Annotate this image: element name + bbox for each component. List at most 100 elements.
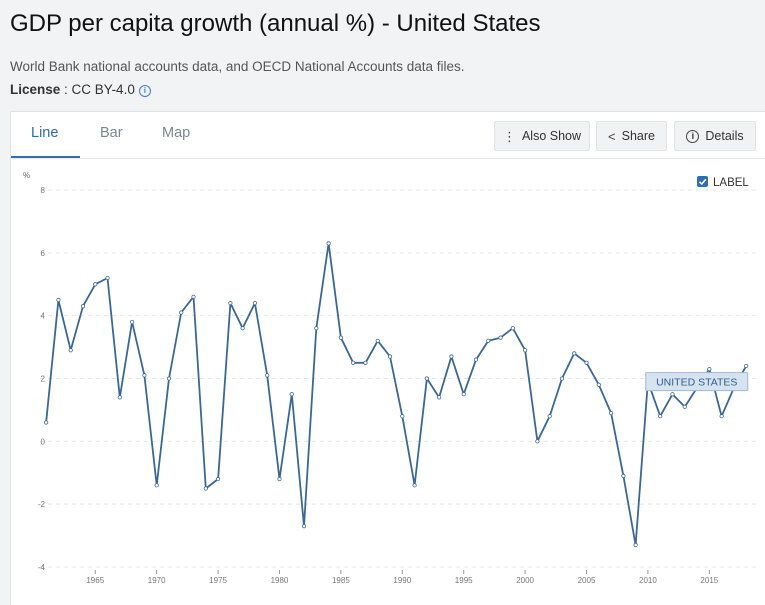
data-point[interactable] (252, 301, 258, 306)
license-label: License (10, 82, 61, 97)
info-icon[interactable]: i (138, 85, 151, 97)
data-point[interactable] (547, 414, 552, 419)
data-point[interactable] (117, 395, 122, 400)
y-tick-label: -2 (38, 500, 46, 509)
license-value: CC BY-4.0 (71, 82, 135, 97)
share-label: Share (621, 129, 655, 143)
data-point[interactable] (707, 366, 712, 372)
tab-bar: Line Bar Map ⋮ Also Show < Share i Detai… (11, 112, 765, 159)
details-button[interactable]: i Details (674, 121, 756, 151)
x-tick-label: 1975 (209, 576, 227, 585)
data-point[interactable] (80, 304, 86, 309)
data-point[interactable] (596, 382, 601, 387)
y-tick-label: 4 (41, 312, 46, 321)
data-point[interactable] (719, 414, 724, 419)
data-point[interactable] (486, 338, 491, 343)
label-toggle-text: LABEL (713, 177, 749, 189)
label-checkbox[interactable] (697, 176, 708, 187)
data-point[interactable] (523, 348, 528, 353)
series-label: UNITED STATES (656, 377, 737, 389)
y-tick-label: 0 (41, 437, 46, 446)
x-tick-label: 2015 (700, 576, 718, 585)
data-point[interactable] (351, 360, 356, 365)
share-icon: < (608, 128, 616, 144)
data-point[interactable] (179, 310, 184, 315)
data-point[interactable] (142, 373, 147, 378)
also-show-label: Also Show (521, 129, 582, 143)
data-point[interactable] (412, 483, 417, 488)
details-label: Details (705, 129, 744, 143)
y-axis-unit-label: % (23, 171, 30, 180)
y-tick-label: -4 (38, 563, 46, 572)
data-point[interactable] (744, 363, 749, 369)
data-point[interactable] (461, 392, 466, 397)
data-point[interactable] (387, 354, 393, 359)
data-point[interactable] (301, 524, 307, 529)
chart-panel: Line Bar Map ⋮ Also Show < Share i Detai… (10, 111, 765, 605)
active-tab-indicator (11, 156, 80, 158)
data-point[interactable] (682, 404, 687, 409)
line-chart: % -4 -2 0 2 4 6 8 1965 1970 1975 1980 1985 1990 1995 20… (23, 171, 756, 585)
data-point[interactable] (154, 483, 159, 488)
data-point[interactable] (130, 319, 135, 325)
data-point[interactable] (572, 351, 577, 356)
data-point[interactable] (473, 357, 479, 362)
more-vertical-icon: ⋮ (502, 128, 516, 144)
data-point[interactable] (93, 282, 98, 287)
x-tick-label: 2000 (516, 576, 534, 585)
series-label-box (645, 372, 749, 392)
data-point[interactable] (105, 275, 110, 281)
data-point[interactable] (240, 326, 245, 331)
data-point[interactable] (166, 376, 172, 381)
license-line: License : CC BY-4.0 i (10, 82, 151, 97)
license-separator: : (60, 82, 72, 97)
data-point[interactable] (633, 542, 638, 548)
data-point[interactable] (314, 326, 319, 331)
share-button[interactable]: < Share (596, 121, 667, 151)
x-tick-label: 1995 (455, 576, 473, 585)
data-point[interactable] (584, 360, 589, 365)
x-tick-label: 1985 (332, 576, 350, 585)
data-point[interactable] (535, 439, 540, 444)
x-tick-label: 2005 (578, 576, 596, 585)
data-point[interactable] (658, 414, 663, 419)
data-point[interactable] (424, 376, 429, 381)
data-point[interactable] (363, 360, 368, 365)
x-tick-label: 1965 (86, 576, 104, 585)
data-point[interactable] (510, 326, 515, 331)
data-point[interactable] (203, 486, 208, 491)
data-point[interactable] (375, 338, 380, 343)
page-title: GDP per capita growth (annual %) - Unite… (10, 10, 541, 37)
y-tick-label: 6 (41, 249, 46, 258)
x-tick-label: 1970 (148, 576, 166, 585)
x-tick-label: 2010 (639, 576, 657, 585)
data-point[interactable] (608, 410, 614, 416)
data-point[interactable] (670, 392, 675, 397)
y-tick-label: 2 (41, 375, 46, 384)
data-point[interactable] (191, 294, 196, 299)
tab-bar-chart[interactable]: Bar (100, 125, 123, 141)
data-point[interactable] (400, 414, 405, 419)
data-point[interactable] (289, 392, 294, 397)
data-point[interactable] (56, 297, 61, 303)
data-point[interactable] (265, 373, 270, 378)
check-icon (698, 178, 707, 186)
tab-line[interactable]: Line (31, 125, 59, 141)
data-point[interactable] (277, 476, 282, 482)
x-tick-label: 1990 (393, 576, 411, 585)
data-point[interactable] (437, 395, 442, 400)
also-show-button[interactable]: ⋮ Also Show (494, 121, 590, 151)
data-point[interactable] (338, 335, 343, 340)
x-tick-label: 1980 (271, 576, 289, 585)
data-point[interactable] (559, 376, 565, 381)
data-point[interactable] (326, 241, 331, 246)
data-point[interactable] (44, 420, 49, 425)
data-point[interactable] (68, 348, 73, 353)
data-point[interactable] (228, 301, 233, 306)
data-point[interactable] (498, 335, 503, 340)
source-note: World Bank national accounts data, and O… (10, 59, 465, 74)
data-point[interactable] (449, 354, 454, 359)
data-point[interactable] (621, 473, 626, 478)
data-point[interactable] (215, 476, 221, 482)
tab-map[interactable]: Map (162, 125, 191, 141)
